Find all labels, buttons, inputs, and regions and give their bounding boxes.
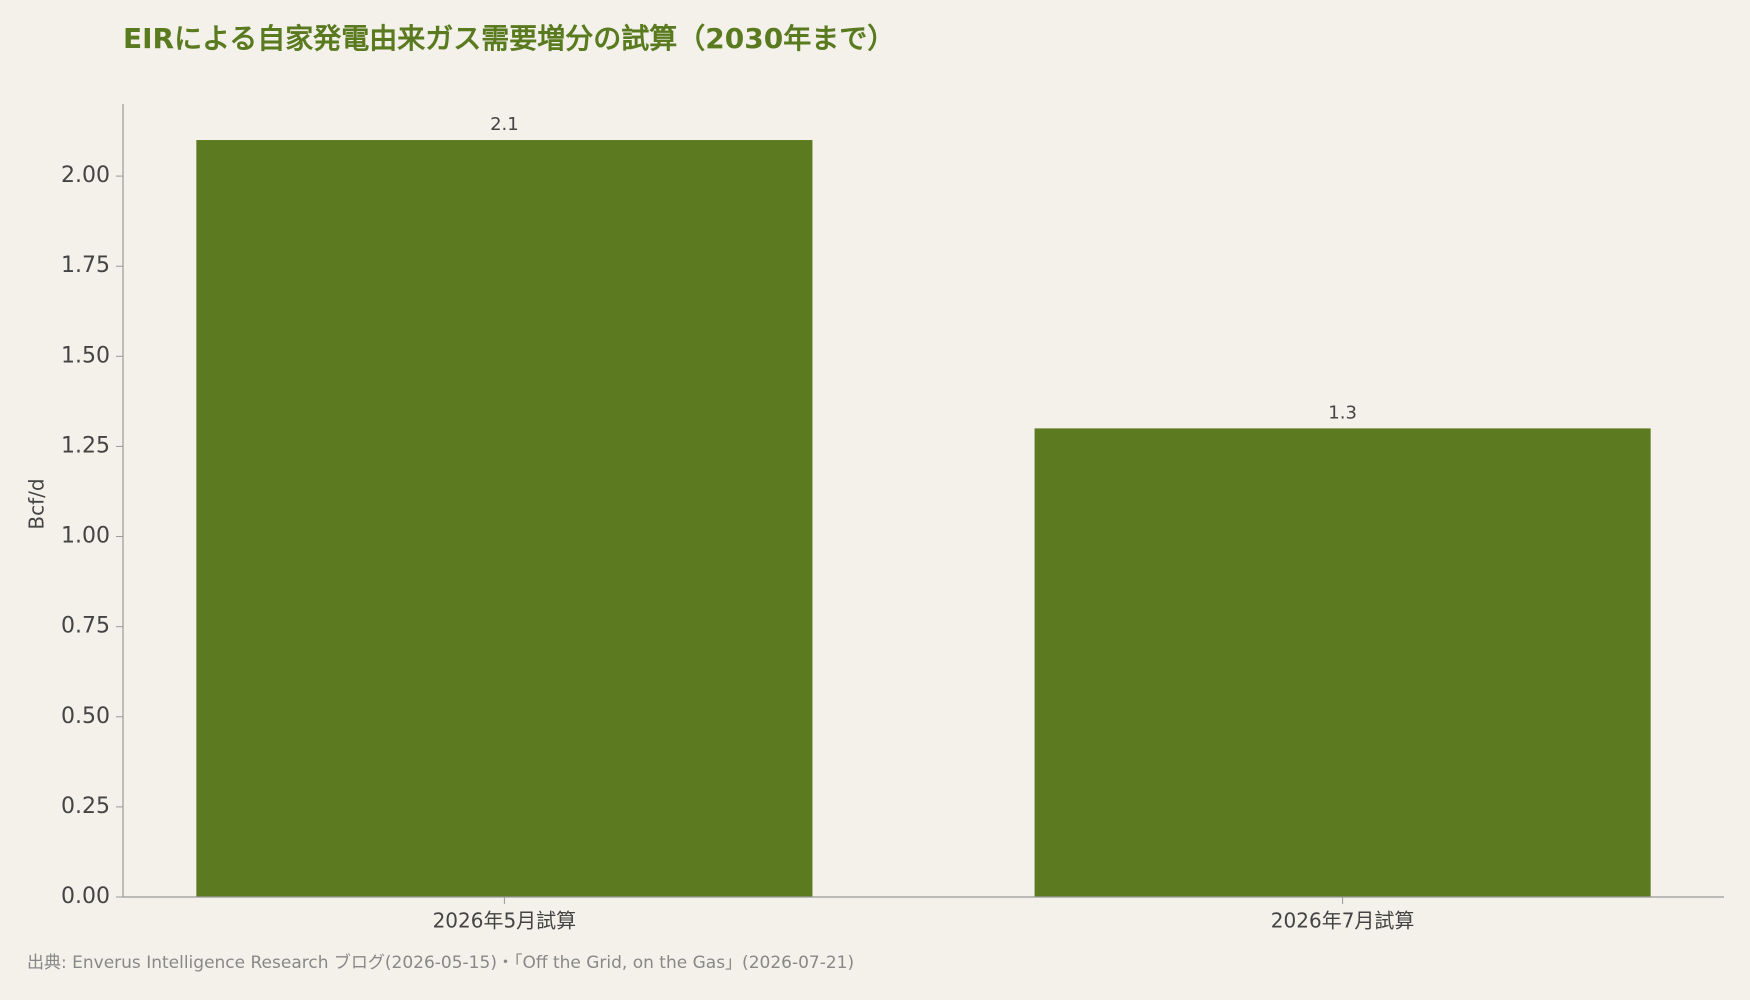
y-tick-label: 0.25 <box>61 794 110 819</box>
x-tick-label: 2026年7月試算 <box>1271 909 1415 933</box>
value-label: 2.1 <box>490 114 519 135</box>
y-tick-label: 0.75 <box>61 614 110 639</box>
bar <box>1034 428 1651 897</box>
y-tick-label: 0.00 <box>61 884 110 909</box>
x-tick-label: 2026年5月試算 <box>433 909 577 933</box>
source-note: 出典: Enverus Intelligence Research ブログ(20… <box>27 952 854 973</box>
bar <box>196 140 813 897</box>
y-tick-label: 1.50 <box>61 343 110 368</box>
y-tick-label: 2.00 <box>61 163 110 188</box>
y-tick-label: 1.25 <box>61 433 110 458</box>
y-tick-label: 1.75 <box>61 253 110 278</box>
y-tick-label: 0.50 <box>61 704 110 729</box>
chart-title: EIRによる自家発電由来ガス需要増分の試算（2030年まで） <box>123 22 895 55</box>
value-label: 1.3 <box>1328 402 1357 423</box>
y-axis-label: Bcf/d <box>25 478 49 529</box>
y-tick-label: 1.00 <box>61 524 110 549</box>
